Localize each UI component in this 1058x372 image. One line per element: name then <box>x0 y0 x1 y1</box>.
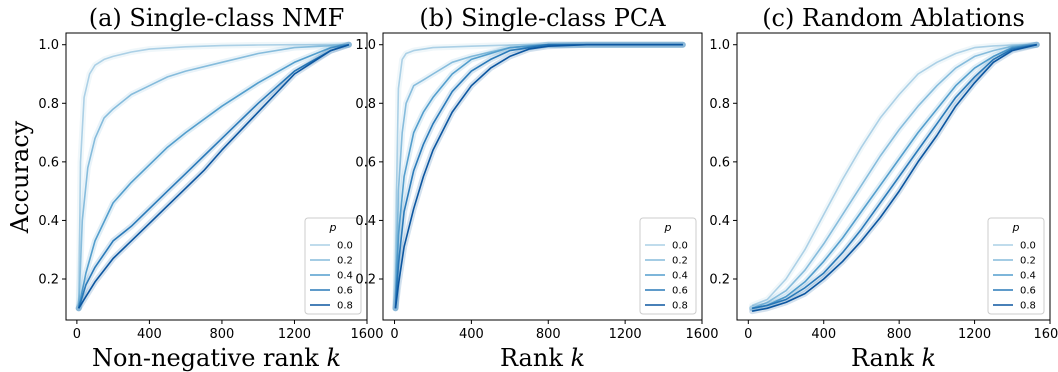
legend-label: 0.4 <box>337 271 353 282</box>
chart-title: (b) Single-class PCA <box>419 4 666 32</box>
x-tick-label: 1200 <box>609 327 642 342</box>
y-tick-label: 1.0 <box>38 38 59 53</box>
legend-title: p <box>329 221 337 234</box>
y-tick-label: 0.6 <box>38 155 59 170</box>
x-axis-label: Rank k <box>500 344 585 372</box>
y-tick-label: 0.6 <box>355 155 376 170</box>
legend-label: 0.2 <box>672 256 688 267</box>
legend-title: p <box>664 221 672 234</box>
y-tick-label: 1.0 <box>355 38 376 53</box>
x-tick-label: 1600 <box>350 327 383 342</box>
legend-label: 0.0 <box>337 241 353 252</box>
x-tick-label: 1200 <box>958 327 991 342</box>
x-tick-label: 0 <box>73 327 81 342</box>
x-axis-label-text: Rank <box>851 344 922 372</box>
series-line-p-0.4 <box>77 43 350 309</box>
x-axis-label: Rank k <box>851 344 936 372</box>
legend: p0.0 0.2 0.4 0.6 0.8 <box>304 217 362 315</box>
chart-panel-2: (b) Single-class PCA 0 400 800 1200 1600 0.2 0.… <box>355 4 718 372</box>
legend-label: 0.4 <box>672 271 688 282</box>
series-line-p-0.8 <box>751 43 1037 312</box>
y-tick-label: 0.6 <box>709 155 730 170</box>
legend-title: p <box>1012 221 1020 234</box>
x-tick-label: 800 <box>887 327 912 342</box>
legend: p0.0 0.2 0.4 0.6 0.8 <box>987 217 1045 315</box>
x-tick-label: 800 <box>536 327 561 342</box>
series-line-p-0.2 <box>751 43 1037 310</box>
series-line-p-0.6 <box>394 43 683 309</box>
legend-label: 0.6 <box>1020 286 1036 297</box>
x-tick-label: 1600 <box>1033 327 1058 342</box>
x-tick-label: 400 <box>811 327 836 342</box>
axes-frame <box>736 32 1051 321</box>
x-axis-label: Non-negative rank k <box>92 344 341 372</box>
legend-label: 0.4 <box>1020 271 1036 282</box>
series-line-p-0.8 <box>78 43 350 309</box>
legend-label: 0.8 <box>672 301 688 312</box>
legend-label: 0.8 <box>1020 301 1036 312</box>
legend-label: 0.2 <box>337 256 353 267</box>
x-tick-label: 400 <box>137 327 162 342</box>
y-tick-label: 0.8 <box>38 97 59 112</box>
series-line-p-0.6 <box>751 43 1037 310</box>
legend-label: 0.2 <box>1020 256 1036 267</box>
legend: p0.0 0.2 0.4 0.6 0.8 <box>639 217 697 315</box>
y-tick-label: 0.8 <box>355 97 376 112</box>
series-line-p-0.4 <box>751 43 1037 310</box>
series-line-p-0.6 <box>77 43 350 309</box>
x-tick-label: 1600 <box>685 327 718 342</box>
chart-title: (a) Single-class NMF <box>89 4 345 32</box>
y-tick-label: 0.4 <box>709 214 730 229</box>
y-tick-label: 1.0 <box>709 38 730 53</box>
series-line-p-0.0 <box>751 43 1037 307</box>
y-tick-label: 0.2 <box>38 273 59 288</box>
y-tick-label: 0.4 <box>38 214 59 229</box>
chart-title: (c) Random Ablations <box>762 4 1025 32</box>
x-tick-label: 0 <box>390 327 398 342</box>
y-tick-label: 0.2 <box>355 273 376 288</box>
legend-label: 0.6 <box>672 286 688 297</box>
legend-label: 0.6 <box>337 286 353 297</box>
axes-frame <box>382 32 703 321</box>
series-line-p-0.8 <box>394 43 683 309</box>
x-tick-label: 0 <box>744 327 752 342</box>
legend-label: 0.0 <box>1020 241 1036 252</box>
series-line-p-0.2 <box>77 43 349 309</box>
x-tick-label: 1200 <box>278 327 311 342</box>
x-tick-label: 800 <box>210 327 235 342</box>
legend-label: 0.0 <box>672 241 688 252</box>
y-tick-label: 0.8 <box>709 97 730 112</box>
x-axis-label-variable: k <box>922 344 937 372</box>
legend-label: 0.8 <box>337 301 353 312</box>
x-tick-label: 400 <box>459 327 484 342</box>
series-line-p-0.0 <box>77 43 349 309</box>
chart-panel-3: (c) Random Ablations 0 400 800 1200 1600 0.2 0.… <box>709 4 1058 372</box>
x-axis-label-variable: k <box>326 344 341 372</box>
x-axis-label-text: Non-negative rank <box>92 344 326 372</box>
x-axis-label-variable: k <box>571 344 586 372</box>
y-tick-label: 0.4 <box>355 214 376 229</box>
y-axis-label: Accuracy <box>6 120 34 234</box>
y-tick-label: 0.2 <box>709 273 730 288</box>
x-axis-label-text: Rank <box>500 344 571 372</box>
axes-frame <box>65 32 368 321</box>
